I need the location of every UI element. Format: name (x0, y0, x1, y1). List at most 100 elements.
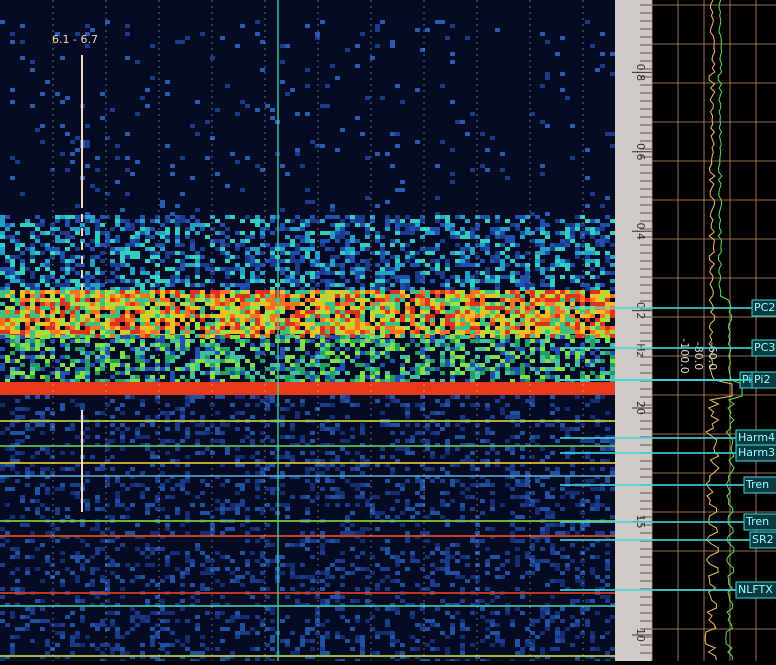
pixel (165, 479, 170, 483)
pixel (70, 651, 75, 655)
pixel (430, 335, 435, 339)
pixel (15, 371, 20, 375)
pixel (130, 239, 135, 243)
pixel (310, 275, 315, 279)
pixel (95, 495, 100, 499)
pixel (270, 611, 275, 615)
pixel (430, 290, 435, 294)
pixel (65, 271, 70, 275)
pixel (250, 247, 255, 251)
pixel (75, 318, 80, 322)
pixel (560, 36, 565, 40)
pixel (195, 306, 200, 310)
pixel (170, 275, 175, 279)
pixel (135, 351, 140, 355)
pixel (175, 427, 180, 431)
pixel (545, 124, 550, 128)
pixel (215, 615, 220, 619)
pixel (245, 507, 250, 511)
pixel (305, 290, 310, 294)
pixel (225, 334, 230, 338)
pixel (415, 219, 420, 223)
pixel (35, 306, 40, 310)
pixel (195, 314, 200, 318)
pixel (290, 255, 295, 259)
pixel (85, 371, 90, 375)
pixel (510, 310, 515, 314)
pixel (355, 355, 360, 359)
pixel (540, 318, 545, 322)
pixel (255, 314, 260, 318)
pixel (295, 227, 300, 231)
pixel (35, 235, 40, 239)
pixel (145, 334, 150, 338)
pixel (385, 539, 390, 543)
pixel (280, 271, 285, 275)
pixel (15, 451, 20, 455)
pixel (225, 318, 230, 322)
pixel (395, 611, 400, 615)
pixel (30, 104, 35, 108)
pixel (0, 403, 5, 407)
pixel (540, 223, 545, 227)
pixel (230, 403, 235, 407)
pixel (215, 335, 220, 339)
pixel (75, 599, 80, 603)
pixel (350, 271, 355, 275)
pixel (250, 363, 255, 367)
pixel (320, 647, 325, 651)
pixel (80, 555, 85, 559)
pixel (290, 567, 295, 571)
pixel (600, 330, 605, 334)
pixel (35, 283, 40, 287)
pixel (95, 347, 100, 351)
pixel (15, 367, 20, 371)
pixel (100, 347, 105, 351)
pixel (395, 579, 400, 583)
pixel (175, 551, 180, 555)
pixel (75, 631, 80, 635)
pixel (540, 247, 545, 251)
pixel (95, 435, 100, 439)
pixel (465, 310, 470, 314)
pixel (515, 271, 520, 275)
pixel (425, 318, 430, 322)
pixel (175, 567, 180, 571)
pixel (85, 310, 90, 314)
pixel (180, 523, 185, 527)
pixel (290, 563, 295, 567)
pixel (425, 343, 430, 347)
pixel (60, 635, 65, 639)
pixel (590, 290, 595, 294)
pixel (60, 255, 65, 259)
pixel (280, 339, 285, 343)
pixel (265, 347, 270, 351)
pixel (480, 164, 485, 168)
pixel (10, 615, 15, 619)
pixel (10, 306, 15, 310)
pixel (575, 359, 580, 363)
pixel (305, 411, 310, 415)
pixel (180, 439, 185, 443)
pixel (195, 298, 200, 302)
pixel (205, 447, 210, 451)
pixel (340, 559, 345, 563)
pixel (470, 322, 475, 326)
pixel (130, 243, 135, 247)
pixel (100, 306, 105, 310)
pixel (600, 322, 605, 326)
pixel (55, 330, 60, 334)
pixel (90, 184, 95, 188)
pixel (0, 310, 5, 314)
pixel (20, 371, 25, 375)
pixel (180, 267, 185, 271)
pixel (390, 294, 395, 298)
pixel (45, 80, 50, 84)
pixel (305, 639, 310, 643)
pixel (240, 267, 245, 271)
pixel (540, 298, 545, 302)
pixel (530, 290, 535, 294)
pixel (20, 515, 25, 519)
pixel (270, 451, 275, 455)
pixel (380, 96, 385, 100)
